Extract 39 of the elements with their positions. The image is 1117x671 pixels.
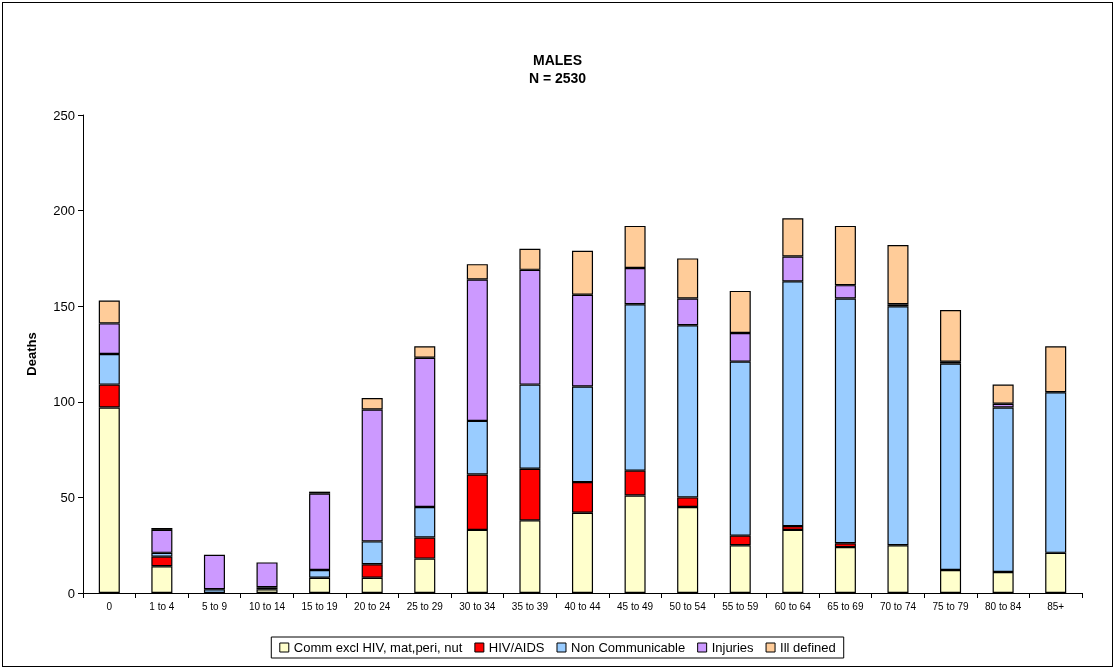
x-tick-label: 15 to 19 [301,600,339,612]
legend-label: Non Communicable [570,640,686,655]
x-tick-label: 0 [106,600,113,612]
x-tick-label: 80 to 84 [985,600,1022,612]
bar [151,529,173,553]
x-tick-label: 60 to 64 [774,600,812,612]
legend-label: Ill defined [780,640,836,655]
y-tick-label: 150 [53,298,75,314]
legend-label: Injuries [711,640,755,655]
bar [203,554,225,590]
y-tick-label: 250 [53,107,75,123]
x-tick-label: 20 to 24 [354,600,391,612]
x-tick-label: 75 to 79 [932,600,970,612]
x-tick-label: 10 to 14 [248,600,286,612]
y-tick-label: 100 [53,394,75,410]
x-tick-label: 1 to 4 [149,600,175,612]
x-tick-label: 50 to 54 [669,600,707,612]
y-tick-label: 200 [53,203,75,219]
x-tick-label: 5 to 9 [201,600,228,612]
legend-label: HIV/AIDS [488,640,545,655]
x-tick-label: 30 to 34 [459,600,496,612]
bar [887,245,909,305]
x-tick-label: 55 to 59 [722,600,759,612]
bar [992,384,1014,404]
bar [940,310,962,362]
bar [256,562,278,588]
x-tick-label: 35 to 39 [511,600,549,612]
x-tick-label: 85+ [1047,600,1065,612]
y-tick-label: 0 [67,585,75,601]
x-tick-label: 45 to 49 [617,600,654,612]
legend-label: Comm excl HIV, mat,peri, nut [293,640,463,655]
x-tick-label: 70 to 74 [879,600,917,612]
x-tick-label: 25 to 29 [406,600,444,612]
chart-title: MALES [533,52,582,68]
x-tick-label: 65 to 69 [827,600,864,612]
y-axis-title: Deaths [24,332,39,376]
y-tick-label: 50 [60,489,75,505]
x-tick-label: 40 to 44 [564,600,601,612]
chart-subtitle: N = 2530 [528,70,587,86]
